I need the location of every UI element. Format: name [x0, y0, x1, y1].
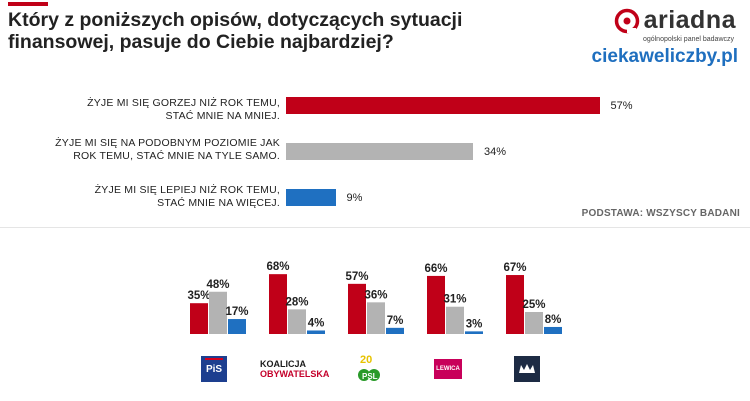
bar-lewica-same: [446, 306, 464, 334]
value-label-konfederacja-same: 25%: [522, 299, 545, 311]
bar-psl-same: [367, 302, 385, 334]
bar-pis-better: [228, 319, 246, 334]
clover-icon: [358, 369, 380, 381]
value-label-pis-better: 17%: [225, 306, 248, 318]
bar-label-worse-line2: STAĆ MNIE NA MNIEJ.: [165, 110, 280, 122]
psl-logo-text: PSL: [362, 372, 378, 381]
bar-konfederacja-better: [544, 326, 562, 334]
value-label-lewica-worse: 66%: [424, 263, 447, 275]
bar-better: [286, 189, 336, 206]
lewica-logo-text: LEWICA: [436, 366, 460, 372]
bar-ko-better: [307, 330, 325, 334]
ko-logo-line1: KOALICJA: [260, 359, 307, 369]
value-label-ko-same: 28%: [285, 296, 308, 308]
party-chart: 35%48% 17% 68% 28%4% 57% 36% 7% 66% 31%3% 67% 25%8…: [187, 261, 562, 334]
value-label-psl-worse: 57%: [345, 271, 368, 283]
ko-logo: KOALICJA OBYWATELSKA: [260, 352, 330, 386]
chart-title: Który z poniższych opisów, dotyczących s…: [8, 9, 463, 53]
bar-value-worse: 57%: [610, 100, 633, 112]
value-label-psl-same: 36%: [364, 289, 387, 301]
bar-ko-same: [288, 309, 306, 334]
value-label-ko-better: 4%: [308, 317, 325, 329]
pis-logo-text: PiS: [205, 363, 223, 375]
value-label-konfederacja-better: 8%: [545, 314, 562, 326]
value-label-lewica-better: 3%: [466, 318, 483, 330]
bar-label-worse: ŻYJE MI SIĘ GORZEJ NIŻ ROK TEMU, STAĆ MN…: [10, 97, 280, 123]
value-label-ko-worse: 68%: [266, 261, 289, 273]
bar-lewica-better: [465, 331, 483, 334]
value-label-pis-worse: 35%: [187, 290, 210, 302]
brand-block: ariadna ogólnopolski panel badawczy ciek…: [570, 6, 740, 70]
bar-pis-same: [209, 291, 227, 334]
crown-icon: [519, 364, 535, 373]
psl-logo-number: 20: [360, 354, 373, 366]
accent-bar: [8, 2, 48, 6]
bar-psl-worse: [348, 283, 366, 334]
bar-value-same: 34%: [484, 146, 507, 158]
value-label-pis-same: 48%: [206, 279, 229, 291]
ariadna-logo-icon: [614, 8, 639, 33]
pis-logo: PiS: [199, 352, 229, 386]
brand-name: ariadna: [643, 6, 736, 34]
bar-label-better-line1: ŻYJE MI SIĘ LEPIEJ NIŻ ROK TEMU,: [94, 184, 280, 196]
bar-label-worse-line1: ŻYJE MI SIĘ GORZEJ NIŻ ROK TEMU,: [87, 97, 280, 109]
value-label-lewica-same: 31%: [443, 294, 466, 306]
brand-tagline: ogólnopolski panel badawczy: [642, 36, 734, 43]
bar-lewica-worse: [427, 275, 445, 334]
bar-pis-worse: [190, 303, 208, 334]
value-label-psl-better: 7%: [387, 315, 404, 327]
bar-value-better: 9%: [346, 192, 363, 204]
divider: [0, 227, 750, 228]
bar-konfederacja-worse: [506, 275, 524, 334]
konfederacja-logo: [512, 352, 542, 386]
bar-label-better-line2: STAĆ MNIE NA WIĘCEJ.: [157, 197, 280, 209]
pis-logo-stripe: [205, 358, 223, 360]
lewica-logo: LEWICA: [433, 352, 463, 386]
ariadna-logo: ariadna: [614, 6, 736, 35]
bar-psl-better: [386, 327, 404, 334]
bar-worse: [286, 97, 600, 114]
value-label-konfederacja-worse: 67%: [503, 262, 526, 274]
bar-label-better: ŻYJE MI SIĘ LEPIEJ NIŻ ROK TEMU, STAĆ MN…: [10, 184, 280, 210]
bar-ko-worse: [269, 274, 287, 334]
bar-same: [286, 143, 473, 160]
bar-label-same-line1: ŻYJE MI SIĘ NA PODOBNYM POZIOMIE JAK: [55, 137, 280, 149]
basis-note: PODSTAWA: WSZYSCY BADANI: [581, 208, 740, 219]
brand-website: ciekaweliczby.pl: [591, 46, 738, 67]
bar-label-same: ŻYJE MI SIĘ NA PODOBNYM POZIOMIE JAK ROK…: [10, 137, 280, 163]
bar-konfederacja-same: [525, 312, 543, 334]
bar-label-same-line2: ROK TEMU, STAĆ MNIE NA TYLE SAMO.: [73, 150, 280, 162]
ko-logo-line2: OBYWATELSKA: [260, 369, 330, 379]
psl-logo: 20 PSL: [354, 352, 384, 386]
